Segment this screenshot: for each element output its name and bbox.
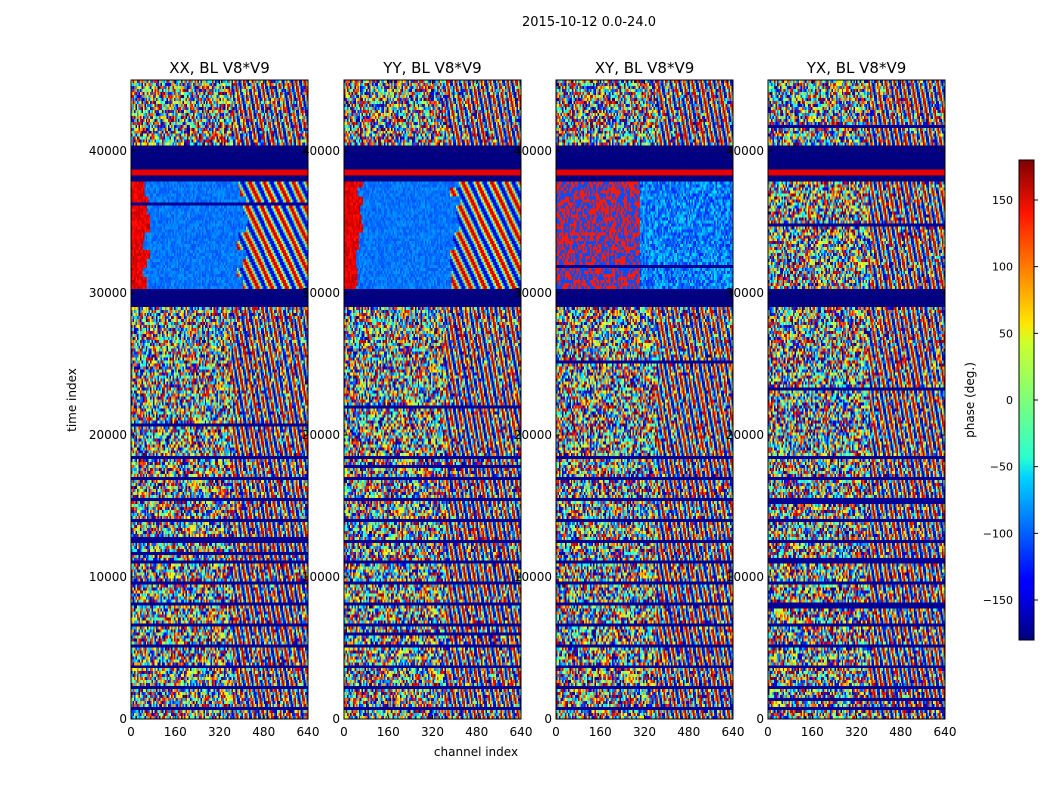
- heatmap-image-yy: [344, 80, 521, 719]
- heatmap-image-yx: [768, 80, 945, 719]
- colorbar-tick-label: 100: [992, 261, 1013, 274]
- heatmap-image-xy: [556, 80, 733, 719]
- x-tick-label: 0: [764, 725, 772, 739]
- y-tick-label: 40000: [302, 144, 340, 158]
- x-tick-label: 640: [934, 725, 957, 739]
- y-tick-label: 10000: [302, 570, 340, 584]
- colorbar: −150 −100 −50 0 50 100 150 phase (deg.): [963, 159, 1038, 641]
- colorbar-tick-label: −150: [983, 594, 1013, 607]
- colorbar-label: phase (deg.): [963, 362, 977, 438]
- y-tick-label: 0: [119, 712, 127, 726]
- x-tick-label: 480: [889, 725, 912, 739]
- y-tick-label: 0: [332, 712, 340, 726]
- colorbar-tick-label: −50: [990, 461, 1013, 474]
- y-tick-label: 40000: [726, 144, 764, 158]
- x-tick-label: 640: [297, 725, 320, 739]
- y-tick-label: 30000: [726, 286, 764, 300]
- y-tick-label: 30000: [302, 286, 340, 300]
- heatmap-image-xx: [131, 80, 308, 719]
- x-tick-label: 160: [377, 725, 400, 739]
- x-tick-label: 320: [208, 725, 231, 739]
- colorbar-tick-label: 150: [992, 194, 1013, 207]
- y-axis-label: time index: [65, 368, 79, 432]
- x-tick-label: 0: [340, 725, 348, 739]
- panel-title-xx: XX, BL V8*V9: [169, 59, 270, 77]
- y-tick-label: 40000: [89, 144, 127, 158]
- x-tick-label: 320: [633, 725, 656, 739]
- x-tick-label: 320: [421, 725, 444, 739]
- y-tick-label: 40000: [514, 144, 552, 158]
- colorbar-tick-label: −100: [983, 527, 1013, 540]
- y-tick-label: 0: [756, 712, 764, 726]
- y-tick-label: 20000: [302, 428, 340, 442]
- y-tick-label: 20000: [89, 428, 127, 442]
- panel-title-xy: XY, BL V8*V9: [595, 59, 695, 77]
- y-tick-label: 20000: [726, 428, 764, 442]
- x-tick-label: 480: [252, 725, 275, 739]
- y-tick-label: 0: [544, 712, 552, 726]
- y-tick-label: 10000: [514, 570, 552, 584]
- colorbar-tick-label: 0: [1006, 394, 1013, 407]
- x-tick-label: 160: [801, 725, 824, 739]
- y-tick-label: 30000: [89, 286, 127, 300]
- x-tick-label: 480: [465, 725, 488, 739]
- panel-xx: XX, BL V8*V9 0 160 320 480 640 0 10000 20000 3000…: [89, 59, 320, 739]
- y-tick-label: 10000: [89, 570, 127, 584]
- y-tick-label: 10000: [726, 570, 764, 584]
- panels: XX, BL V8*V9 0 160 320 480 640 0 10000 20000 3000…: [89, 59, 957, 739]
- panel-title-yy: YY, BL V8*V9: [382, 59, 481, 77]
- x-tick-label: 480: [677, 725, 700, 739]
- colorbar-gradient: [1018, 159, 1035, 641]
- colorbar-tick-label: 50: [999, 327, 1013, 340]
- x-tick-label: 160: [589, 725, 612, 739]
- x-tick-label: 0: [552, 725, 560, 739]
- x-tick-label: 320: [845, 725, 868, 739]
- x-axis-label: channel index: [434, 745, 518, 759]
- panel-title-yx: YX, BL V8*V9: [806, 59, 907, 77]
- x-tick-label: 0: [127, 725, 135, 739]
- panel-xy: XY, BL V8*V9 0 160 320 480 640 0 10000 20000 3000…: [514, 59, 745, 739]
- x-tick-label: 640: [510, 725, 533, 739]
- x-tick-label: 160: [164, 725, 187, 739]
- panel-yy: YY, BL V8*V9 0 160 320 480 640 0 10000 20000 3000…: [302, 59, 533, 739]
- colorbar-ticks: −150 −100 −50 0 50 100 150: [983, 194, 1038, 607]
- y-tick-label: 20000: [514, 428, 552, 442]
- y-tick-label: 30000: [514, 286, 552, 300]
- panel-yx: YX, BL V8*V9 0 160 320 480 640 0 10000 20000 3000…: [726, 59, 957, 739]
- x-tick-label: 640: [722, 725, 745, 739]
- figure-title: 2015-10-12 0.0-24.0: [522, 15, 656, 30]
